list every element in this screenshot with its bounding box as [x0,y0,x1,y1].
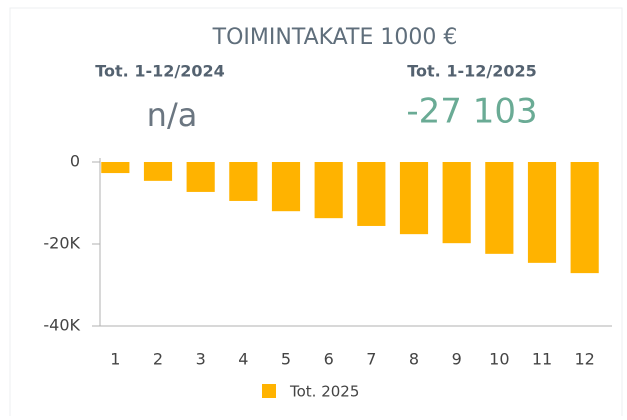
x-tick-label: 12 [574,350,594,369]
x-tick-label: 3 [196,350,206,369]
x-tick-label: 6 [324,350,334,369]
x-tick-label: 2 [153,350,163,369]
kpi-label: Tot. 1-12/2025 [407,62,537,81]
x-tick-label: 8 [409,350,419,369]
bar [186,162,215,192]
kpi-label: Tot. 1-12/2024 [95,62,225,81]
bar [314,162,343,219]
bar [570,162,599,274]
x-tick-label: 4 [238,350,248,369]
bar [485,162,514,254]
y-tick-label: -20K [43,234,80,253]
x-tick-label: 9 [452,350,462,369]
legend-label: Tot. 2025 [289,383,359,401]
bar [357,162,386,226]
bar [101,162,130,174]
x-tick-label: 5 [281,350,291,369]
kpi-value: n/a [147,96,198,134]
bar [399,162,429,235]
bar [527,162,557,263]
legend-swatch [262,384,276,398]
x-tick-label: 7 [366,350,376,369]
kpi-value: -27 103 [406,92,537,132]
x-tick-label: 1 [110,350,120,369]
card-title: TOIMINTAKATE 1000 € [212,25,458,50]
y-tick-label: -40K [43,316,80,335]
bar [271,162,301,212]
y-tick-label: 0 [70,152,80,171]
bar [143,162,173,181]
bar [229,162,258,201]
bar [442,162,471,244]
x-tick-label: 11 [532,350,552,369]
x-tick-label: 10 [489,350,509,369]
